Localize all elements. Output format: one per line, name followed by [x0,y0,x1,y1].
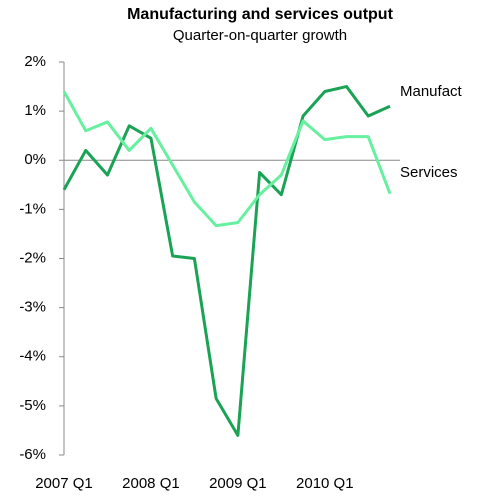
x-tick-label: 2007 Q1 [35,475,93,492]
y-tick-label: -6% [19,446,46,463]
y-tick-label: -4% [19,348,46,365]
x-tick-label: 2009 Q1 [209,475,267,492]
y-tick-label: -5% [19,397,46,414]
x-tick-label: 2008 Q1 [122,475,180,492]
series-line [62,90,392,228]
chart-title: Manufacturing and services output [127,6,393,23]
y-tick-label: -3% [19,299,46,316]
series-label: Manufact [400,83,463,100]
series-line [62,85,391,437]
y-tick-label: 0% [24,151,46,168]
x-tick-label: 2010 Q1 [296,475,354,492]
chart-subtitle: Quarter-on-quarter growth [173,27,347,44]
series-label: Services [400,164,458,181]
y-tick-label: 1% [24,102,46,119]
y-tick-label: -1% [19,200,46,217]
y-tick-label: -2% [19,249,46,266]
y-tick-label: 2% [24,53,46,70]
